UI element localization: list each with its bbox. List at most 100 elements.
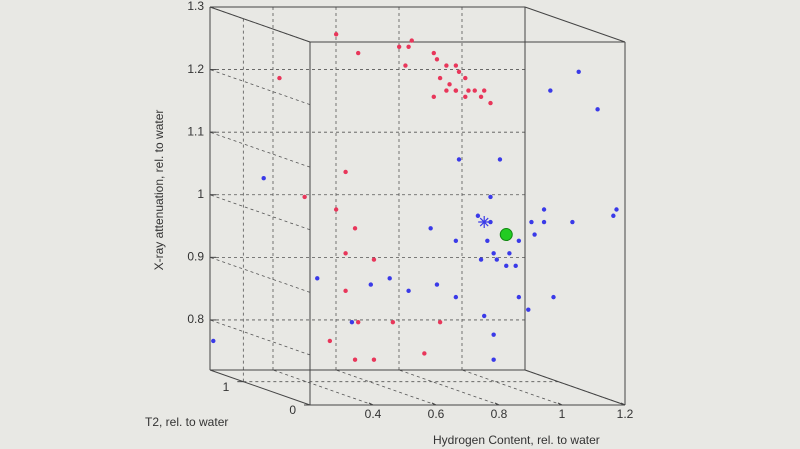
y-tick-label: 0	[289, 403, 296, 417]
point	[541, 219, 547, 225]
x-tick-label: 0.4	[365, 407, 382, 421]
z-tick-label: 1.1	[187, 124, 204, 138]
point	[463, 75, 468, 81]
point	[343, 169, 348, 175]
point	[541, 207, 547, 212]
point	[488, 219, 493, 225]
point	[333, 32, 339, 37]
point	[472, 88, 477, 93]
box-edge	[209, 6, 311, 43]
point	[548, 88, 553, 93]
point	[453, 238, 459, 243]
point	[494, 257, 499, 262]
z-tick-label: 1	[197, 187, 204, 201]
z-tick-label: 0.8	[187, 312, 204, 326]
point	[403, 63, 408, 68]
point	[390, 319, 396, 325]
point	[529, 219, 534, 225]
point	[456, 69, 462, 75]
point	[422, 351, 427, 356]
point	[406, 44, 411, 49]
point	[453, 294, 459, 300]
point	[611, 213, 616, 218]
point	[482, 88, 487, 93]
point	[371, 257, 377, 262]
point	[463, 94, 468, 100]
x-tick-label: 0.8	[491, 407, 508, 421]
point	[431, 50, 436, 56]
y-tick-label: 1	[223, 380, 230, 394]
point	[504, 263, 509, 269]
point	[343, 288, 348, 294]
z-axis-label: X-ray attenuation, rel. to water	[152, 110, 166, 271]
point	[466, 88, 471, 93]
point-asterisk	[478, 216, 491, 229]
point	[453, 88, 459, 93]
point	[396, 44, 402, 49]
point	[551, 294, 556, 300]
point	[349, 319, 355, 325]
point	[491, 357, 496, 362]
x-tick	[368, 402, 374, 406]
box-edge	[209, 369, 311, 406]
point	[526, 307, 531, 312]
x-tick-label: 0.6	[428, 407, 445, 421]
z-tick-label: 0.9	[187, 250, 204, 264]
point	[409, 38, 414, 43]
point	[333, 207, 339, 212]
point	[475, 213, 481, 218]
point	[595, 107, 600, 112]
point	[497, 157, 503, 162]
point	[478, 94, 484, 100]
point	[478, 257, 484, 262]
point	[576, 69, 581, 75]
point	[444, 88, 449, 93]
point	[315, 276, 320, 281]
point	[485, 238, 490, 243]
point	[488, 100, 493, 106]
point	[488, 194, 493, 200]
x-axis-label: Hydrogen Content, rel. to water	[433, 433, 600, 447]
point	[371, 357, 377, 362]
point	[302, 194, 307, 200]
point	[387, 276, 392, 281]
point	[434, 57, 440, 62]
box-edge	[524, 369, 626, 406]
z-tick-label: 1.3	[187, 0, 204, 13]
point	[570, 219, 575, 225]
point	[352, 226, 358, 231]
point	[516, 294, 522, 300]
point	[431, 94, 436, 100]
point	[327, 338, 333, 344]
box-edge	[524, 6, 626, 43]
point	[532, 232, 537, 237]
z-tick-label: 1.2	[187, 62, 204, 76]
point	[428, 226, 433, 231]
point	[614, 207, 619, 212]
point	[437, 319, 443, 325]
point	[491, 332, 496, 337]
point	[406, 288, 411, 294]
x-tick-label: 1	[559, 407, 566, 421]
x-tick	[620, 402, 626, 406]
x-tick	[494, 402, 500, 406]
point-highlight	[499, 228, 513, 242]
point	[434, 282, 440, 287]
point	[482, 313, 487, 319]
point	[447, 82, 452, 87]
point	[516, 238, 522, 243]
point	[507, 251, 512, 256]
point	[356, 50, 361, 56]
y-axis-label: T2, rel. to water	[145, 415, 228, 429]
point	[211, 338, 216, 344]
x-tick	[557, 402, 563, 406]
x-tick-label: 1.2	[617, 407, 634, 421]
point	[261, 176, 266, 181]
point	[444, 63, 449, 68]
point	[513, 263, 518, 269]
point	[437, 75, 443, 81]
x-tick	[431, 402, 437, 406]
point	[343, 251, 348, 256]
